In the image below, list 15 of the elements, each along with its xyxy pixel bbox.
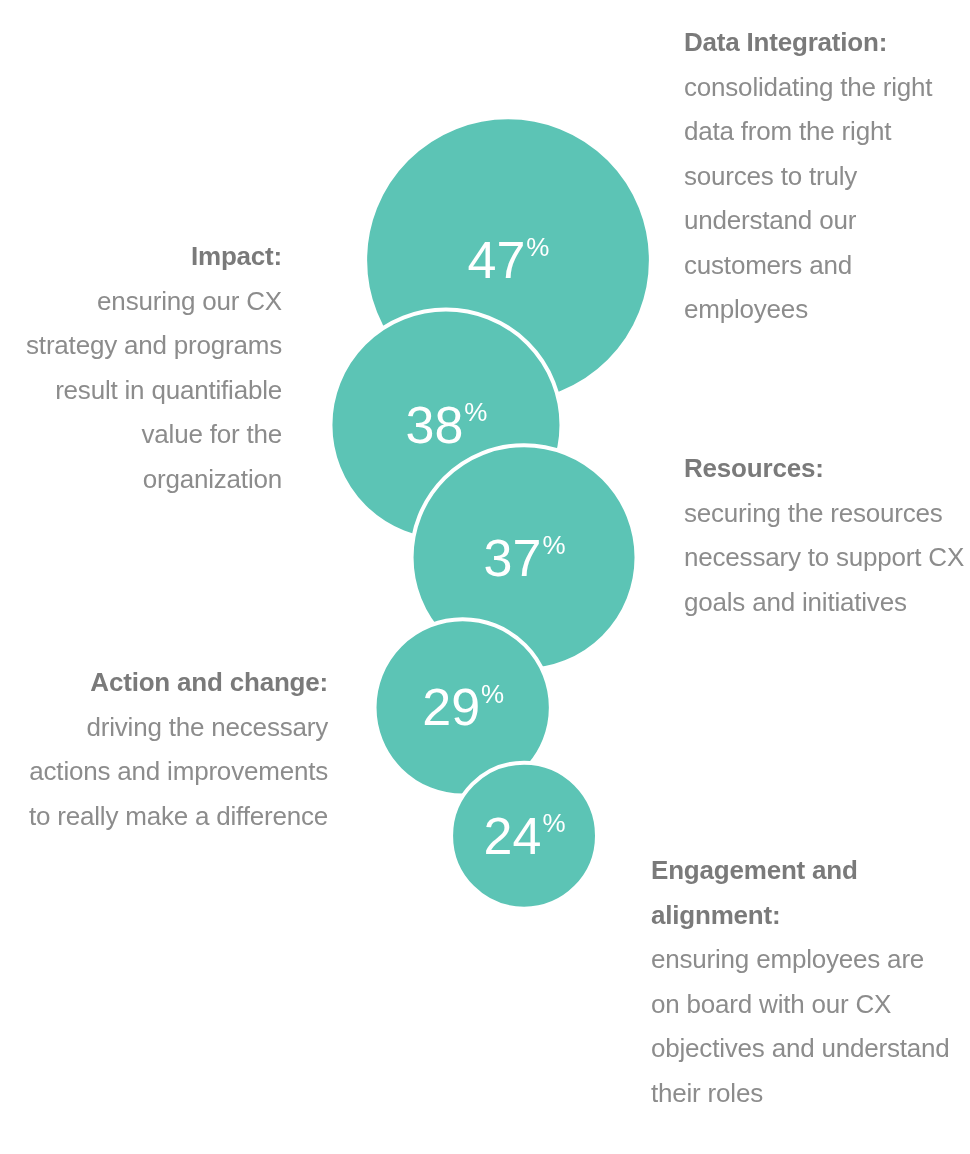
data-label: 37%	[483, 528, 566, 587]
text: Resources:	[684, 452, 825, 485]
data-label: 38%	[405, 395, 488, 454]
text: Impact:	[189, 240, 282, 273]
data-label: 24%	[483, 806, 566, 865]
text: Data Integration:	[684, 26, 889, 59]
data-label: 47%	[467, 231, 550, 290]
text: securing the resources necessary to support CX goals and initiatives	[684, 497, 965, 617]
text: ensuring employees are on board with our CX objectives and understand their roles	[651, 944, 950, 1108]
text: Engagement and alignment:	[651, 854, 859, 932]
text: consolidating the right data from the right sources to truly understand our customers and employees	[684, 71, 933, 324]
data-label: 29%	[422, 678, 505, 737]
text: ensuring our CX strategy and programs result in quantifiable value for the organization	[26, 285, 282, 494]
text: Action and change:	[89, 666, 328, 699]
text: driving the necessary actions and improvements to really make a difference	[28, 711, 328, 831]
